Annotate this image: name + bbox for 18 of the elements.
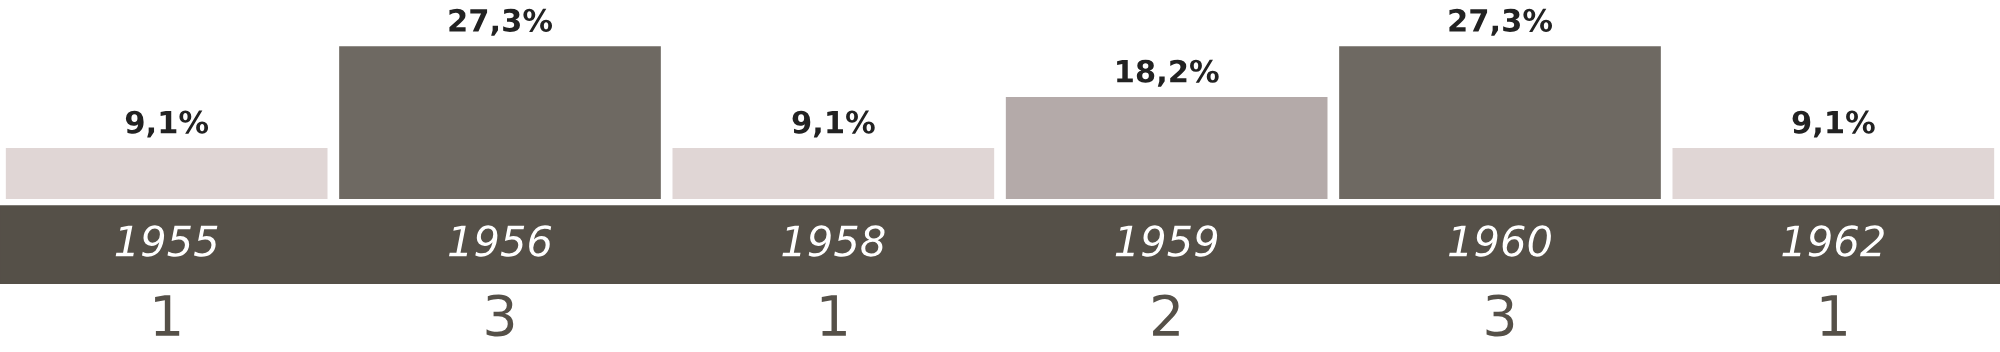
x-tick-label: 1955 [115,225,218,257]
text: 3 [1486,294,1514,337]
data-label: 18,2% [1117,59,1219,87]
x-tick-label: 1959 [1115,225,1218,257]
text: 2 [1153,294,1179,336]
text: 1 [155,295,180,336]
data-label: 9,1% [1792,110,1875,138]
data-label: 9,1% [125,110,209,138]
x-tick-label: 1956 [449,225,552,257]
data-label: 9,1% [792,110,875,138]
text: 1 [821,295,846,336]
text: 3 [486,294,514,337]
x-tick-label: 1958 [782,225,885,257]
data-label: 27,3% [449,8,553,36]
x-tick-label: 1962 [1782,225,1884,257]
data-label: 27,3% [1449,8,1553,36]
x-tick-label: 1960 [1449,225,1551,257]
text: 1 [1821,295,1846,336]
